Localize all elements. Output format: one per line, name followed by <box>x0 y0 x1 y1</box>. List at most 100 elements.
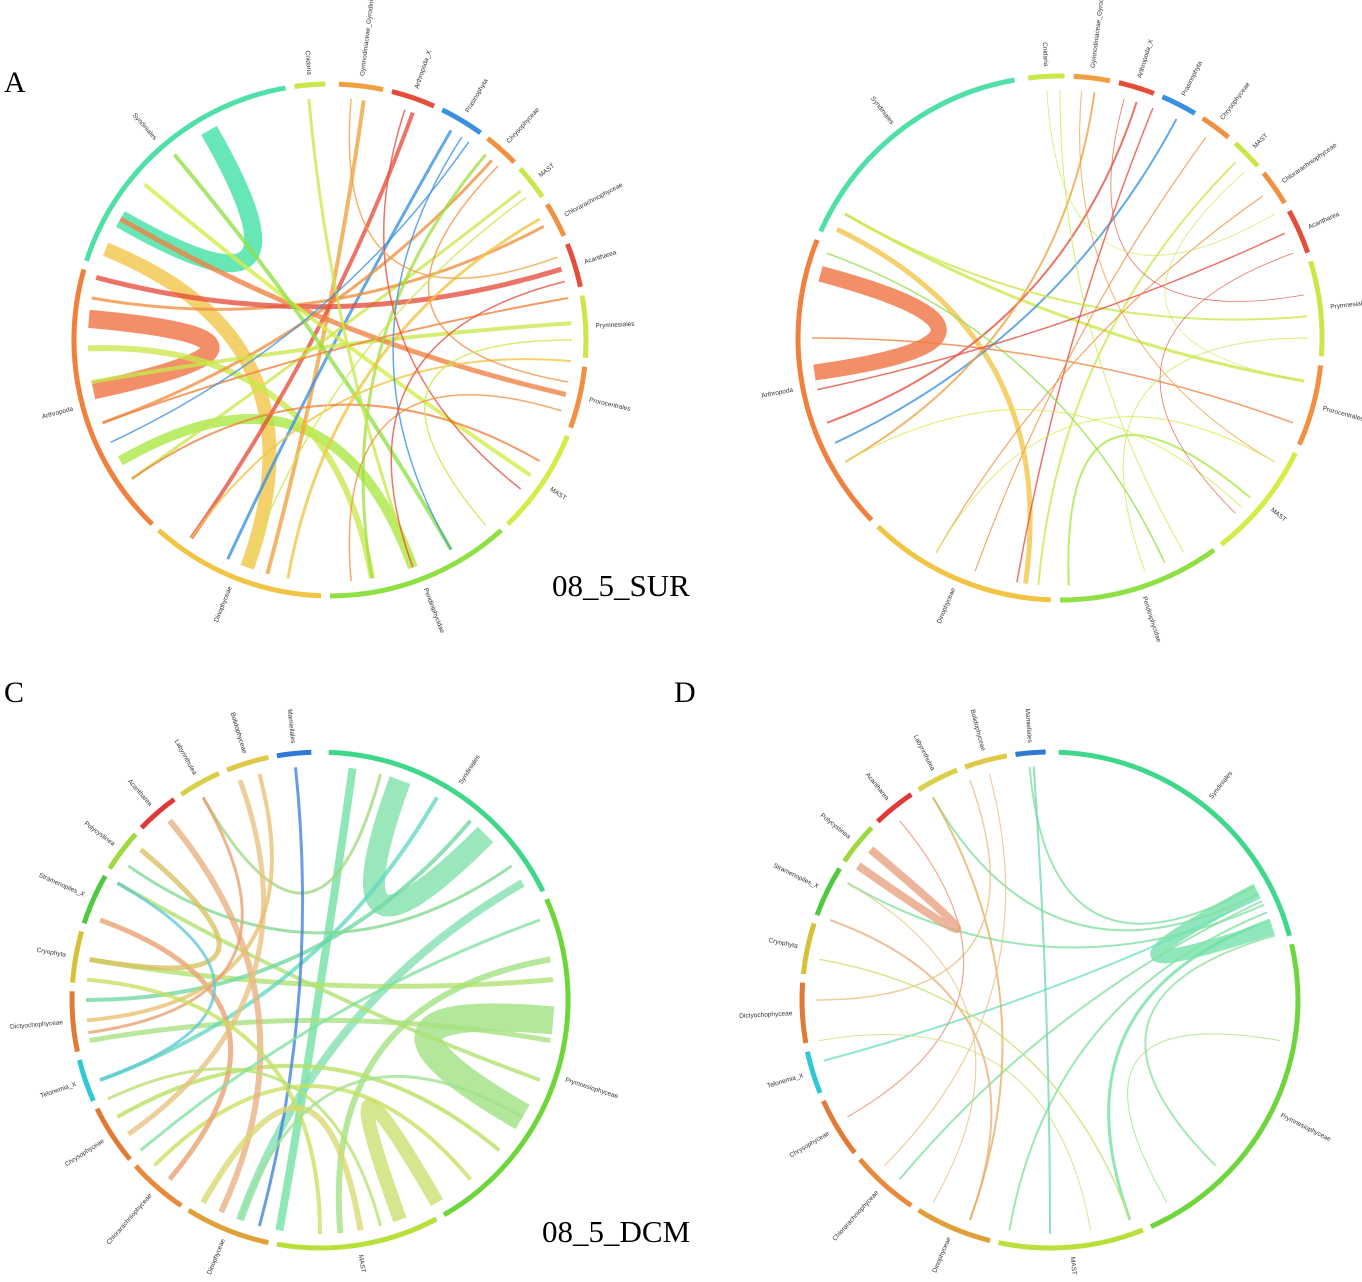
chord-link <box>935 416 1276 554</box>
sector-arc <box>1058 749 1292 937</box>
sector-label: Acantharea <box>864 772 891 803</box>
sector-arc <box>1015 749 1046 757</box>
sector-arc <box>997 1227 1144 1251</box>
chord-link <box>844 409 1242 508</box>
chord-link <box>153 1084 472 1181</box>
sector-arc <box>565 243 583 288</box>
chord-link <box>834 118 1178 444</box>
chord-link <box>126 779 267 1137</box>
chord-link <box>88 309 220 400</box>
sector-arc <box>814 867 842 917</box>
sector-arc <box>1219 451 1298 547</box>
chord-link <box>1144 934 1276 1167</box>
chord-link <box>201 773 383 895</box>
chord-link <box>275 767 357 1232</box>
sector-arc <box>1233 141 1260 168</box>
sector-label: Prymnesiales <box>595 321 635 330</box>
sector-label: Mamiellales <box>1023 708 1033 744</box>
sector-arc <box>858 1157 913 1208</box>
sector-label: MAST <box>1069 1257 1078 1276</box>
sector-label: MAST <box>357 1254 367 1273</box>
chord-link <box>423 339 573 526</box>
chord-link <box>1059 89 1185 554</box>
chord-link <box>107 1067 383 1227</box>
chord-link <box>1016 107 1154 583</box>
chord-link <box>95 266 563 310</box>
sector-arc <box>568 366 588 429</box>
chord-link <box>932 796 1259 932</box>
chord-link <box>257 767 305 1227</box>
sector-arc <box>917 1208 991 1244</box>
sector-label: Prymnesiales <box>1330 299 1362 310</box>
sector-arc <box>804 1051 823 1094</box>
sector-arc <box>442 898 571 1217</box>
sector-arc <box>1308 260 1325 357</box>
chord-link <box>935 195 1264 554</box>
sector-arc <box>1297 365 1324 446</box>
chord-link <box>246 197 527 568</box>
sector-arc <box>1073 73 1111 84</box>
sector-label: Syndiniales <box>1208 769 1235 800</box>
sector-arc <box>842 825 874 863</box>
sector-arc <box>276 1216 438 1251</box>
sample-label-dcm: 08_5_DCM <box>542 1214 691 1249</box>
sector-arc <box>157 528 322 599</box>
chord-link <box>200 1104 364 1231</box>
sector-arc <box>391 89 436 109</box>
chord-link <box>130 189 522 481</box>
sector-arc <box>139 797 176 830</box>
sector-arc <box>71 268 154 526</box>
sector-label: Dictyochophyceae <box>739 1010 793 1020</box>
sector-arc <box>876 524 1051 603</box>
sector-arc <box>81 874 108 925</box>
chord-link <box>390 280 565 568</box>
chord-link <box>102 242 277 570</box>
chord-link <box>190 358 572 539</box>
chord-link <box>236 879 525 1222</box>
chord-link <box>844 92 1096 463</box>
sample-label-sur: 08_5_SUR <box>552 568 690 603</box>
sector-arc <box>441 107 482 135</box>
chord-link <box>817 232 1286 391</box>
sector-label: Polycystinea <box>819 812 852 841</box>
chord-link <box>91 321 572 384</box>
sector-arc <box>544 202 567 237</box>
chord-link <box>348 98 558 280</box>
chord-link <box>1107 918 1271 1221</box>
sector-arc <box>799 982 809 1044</box>
sector-label: Cnidaria <box>1041 42 1049 67</box>
chord-link <box>361 153 487 579</box>
sector-arc <box>328 749 546 893</box>
sector-arc <box>187 1208 269 1246</box>
sector-arc <box>579 295 589 359</box>
chord-link <box>86 977 322 1235</box>
sector-arc <box>70 930 85 983</box>
chord-link <box>1067 434 1251 586</box>
chord-link <box>884 773 1007 1166</box>
sector-arc <box>818 77 1015 233</box>
chord-link <box>348 394 562 582</box>
chord-link <box>238 1074 524 1221</box>
sector-arc <box>1161 94 1197 116</box>
sector-label: Stramenopiles_X <box>772 862 820 890</box>
chord-link <box>414 1003 555 1130</box>
sector-arc <box>133 1164 183 1208</box>
chord-link <box>382 109 522 490</box>
sector-arc <box>1149 943 1301 1229</box>
chord-link <box>335 956 551 1234</box>
chord-link <box>127 864 513 935</box>
sector-arc <box>821 1099 857 1155</box>
panel-letter-a: A <box>4 66 26 99</box>
chord-link <box>1046 90 1275 256</box>
chord-link <box>360 1098 444 1223</box>
sector-label: Cnidaria <box>303 50 312 75</box>
sector-label: Dictyochophyceae <box>10 1019 64 1031</box>
sector-label: Labyrinthulea <box>912 734 936 772</box>
sector-arc <box>276 749 312 759</box>
sector-label: Chrysophyceae <box>788 1130 831 1159</box>
chord-link <box>102 297 569 424</box>
sector-label: Prymnesiophyceae <box>1279 1112 1332 1143</box>
chord-link <box>1122 337 1309 572</box>
